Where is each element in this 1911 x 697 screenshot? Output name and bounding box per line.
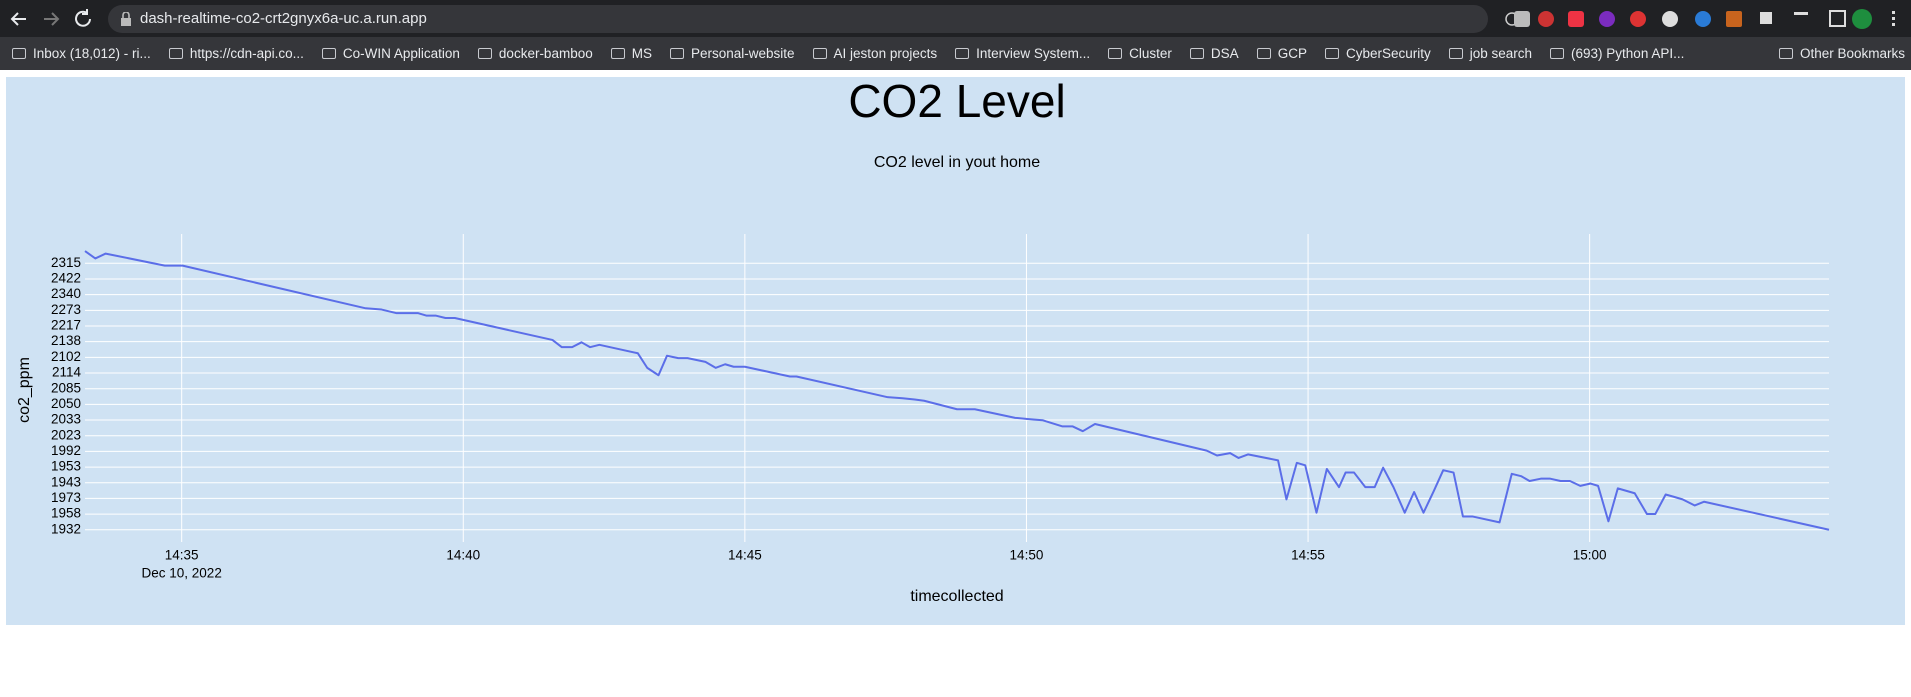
y-tick-label: 2085 — [51, 380, 81, 395]
nav-buttons[interactable] — [0, 0, 100, 37]
bookmark-icon — [610, 48, 625, 59]
x-axis-label: timecollected — [910, 588, 1003, 605]
y-tick-label: 2422 — [51, 271, 81, 286]
bookmark-label: Co-WIN Application — [342, 46, 460, 61]
bookmark-icon — [1189, 48, 1204, 59]
bookmark[interactable]: GCP — [1256, 46, 1307, 61]
y-tick-label: 2315 — [51, 255, 81, 270]
bookmark[interactable]: Cluster — [1108, 46, 1172, 61]
bookmark[interactable]: MS — [610, 46, 652, 61]
bookmark-icon — [669, 48, 684, 59]
chart-subtitle: CO2 level in yout home — [874, 154, 1040, 171]
y-tick-label: 1953 — [51, 459, 81, 474]
y-tick-label: 2114 — [52, 365, 82, 380]
chart: CO2 Level CO2 level in yout home timecol… — [6, 75, 1905, 625]
bookmark[interactable]: AI jeston projects — [812, 46, 938, 61]
y-tick-label: 2033 — [51, 412, 81, 427]
x-tick-label: 15:00 — [1573, 548, 1607, 563]
bookmark[interactable]: (693) Python API... — [1550, 46, 1684, 61]
bookmark-label: CyberSecurity — [1345, 46, 1431, 61]
other-bookmarks[interactable]: Other Bookmarks — [1768, 37, 1905, 70]
bookmark-label: docker-bamboo — [498, 46, 593, 61]
browser-toolbar: dash-realtime-co2-crt2gnyx6a-uc.a.run.ap… — [0, 0, 1911, 37]
bookmark-icon — [1108, 48, 1123, 59]
bookmark-label: Other Bookmarks — [1799, 46, 1905, 61]
y-tick-label: 2273 — [51, 302, 81, 317]
bookmark-icon — [812, 48, 827, 59]
bookmark[interactable]: DSA — [1189, 46, 1239, 61]
y-tick-label: 2138 — [51, 333, 81, 348]
y-tick-label: 1992 — [51, 443, 81, 458]
bookmark-icon — [168, 48, 183, 59]
bookmark[interactable]: https://cdn-api.co... — [168, 46, 304, 61]
x-tick-label: 14:40 — [446, 548, 480, 563]
bookmark-label: https://cdn-api.co... — [189, 46, 304, 61]
bookmark-icon — [1448, 48, 1463, 59]
y-tick-label: 2023 — [51, 427, 81, 442]
extensions[interactable] — [1490, 0, 1910, 37]
bookmark-label: MS — [631, 46, 652, 61]
x-tick-label: 14:45 — [728, 548, 762, 563]
bookmark[interactable]: Inbox (18,012) - ri... — [12, 46, 151, 61]
bookmark-label: GCP — [1277, 46, 1307, 61]
url: dash-realtime-co2-crt2gnyx6a-uc.a.run.ap… — [140, 10, 427, 27]
y-tick-label: 1932 — [51, 521, 81, 536]
bookmark-label: AI jeston projects — [833, 46, 938, 61]
y-tick-label: 2102 — [51, 349, 81, 364]
y-tick-label: 1943 — [51, 474, 81, 489]
bookmark-label: Interview System... — [976, 46, 1091, 61]
bookmark-icon — [1550, 48, 1565, 59]
address-bar[interactable]: dash-realtime-co2-crt2gnyx6a-uc.a.run.ap… — [108, 5, 1488, 33]
y-tick-label: 2217 — [51, 318, 81, 333]
y-axis-label: co2_ppm — [16, 357, 33, 423]
bookmark-icon — [1256, 48, 1271, 59]
bookmark-icon — [955, 48, 970, 59]
y-tick-label: 2050 — [51, 396, 81, 411]
bookmark[interactable]: Co-WIN Application — [321, 46, 460, 61]
bookmark[interactable]: Personal-website — [669, 46, 795, 61]
y-tick-label: 1973 — [51, 490, 81, 505]
bookmark[interactable]: Interview System... — [955, 46, 1090, 61]
y-tick-label: 2340 — [51, 286, 81, 301]
x-date-label: Dec 10, 2022 — [142, 566, 222, 581]
bookmark-label: Personal-website — [690, 46, 795, 61]
bookmark-label: DSA — [1210, 46, 1239, 61]
bookmark-label: (693) Python API... — [1571, 46, 1685, 61]
bookmark[interactable]: job search — [1448, 46, 1533, 61]
data-line — [84, 250, 1830, 531]
bookmark-icon — [1324, 48, 1339, 59]
chart-title: CO2 Level — [848, 75, 1065, 127]
bookmark-icon — [12, 48, 26, 59]
bookmarks-bar: Inbox (18,012) - ri... https://cdn-api.co… — [0, 37, 1911, 70]
bookmark-label: job search — [1469, 46, 1533, 61]
x-tick-label: 14:50 — [1010, 548, 1044, 563]
x-tick-label: 14:35 — [165, 548, 199, 563]
bookmark-label: Inbox (18,012) - ri... — [33, 46, 151, 61]
bookmark[interactable]: docker-bamboo — [477, 46, 593, 61]
bookmark-icon — [477, 48, 492, 59]
bookmark[interactable]: CyberSecurity — [1324, 46, 1431, 61]
bookmark-icon — [321, 48, 336, 59]
y-tick-label: 1958 — [51, 506, 81, 521]
chart-background — [6, 77, 1905, 625]
x-tick-label: 14:55 — [1291, 548, 1325, 563]
bookmark-label: Cluster — [1129, 46, 1172, 61]
bookmark-icon — [1778, 48, 1793, 59]
